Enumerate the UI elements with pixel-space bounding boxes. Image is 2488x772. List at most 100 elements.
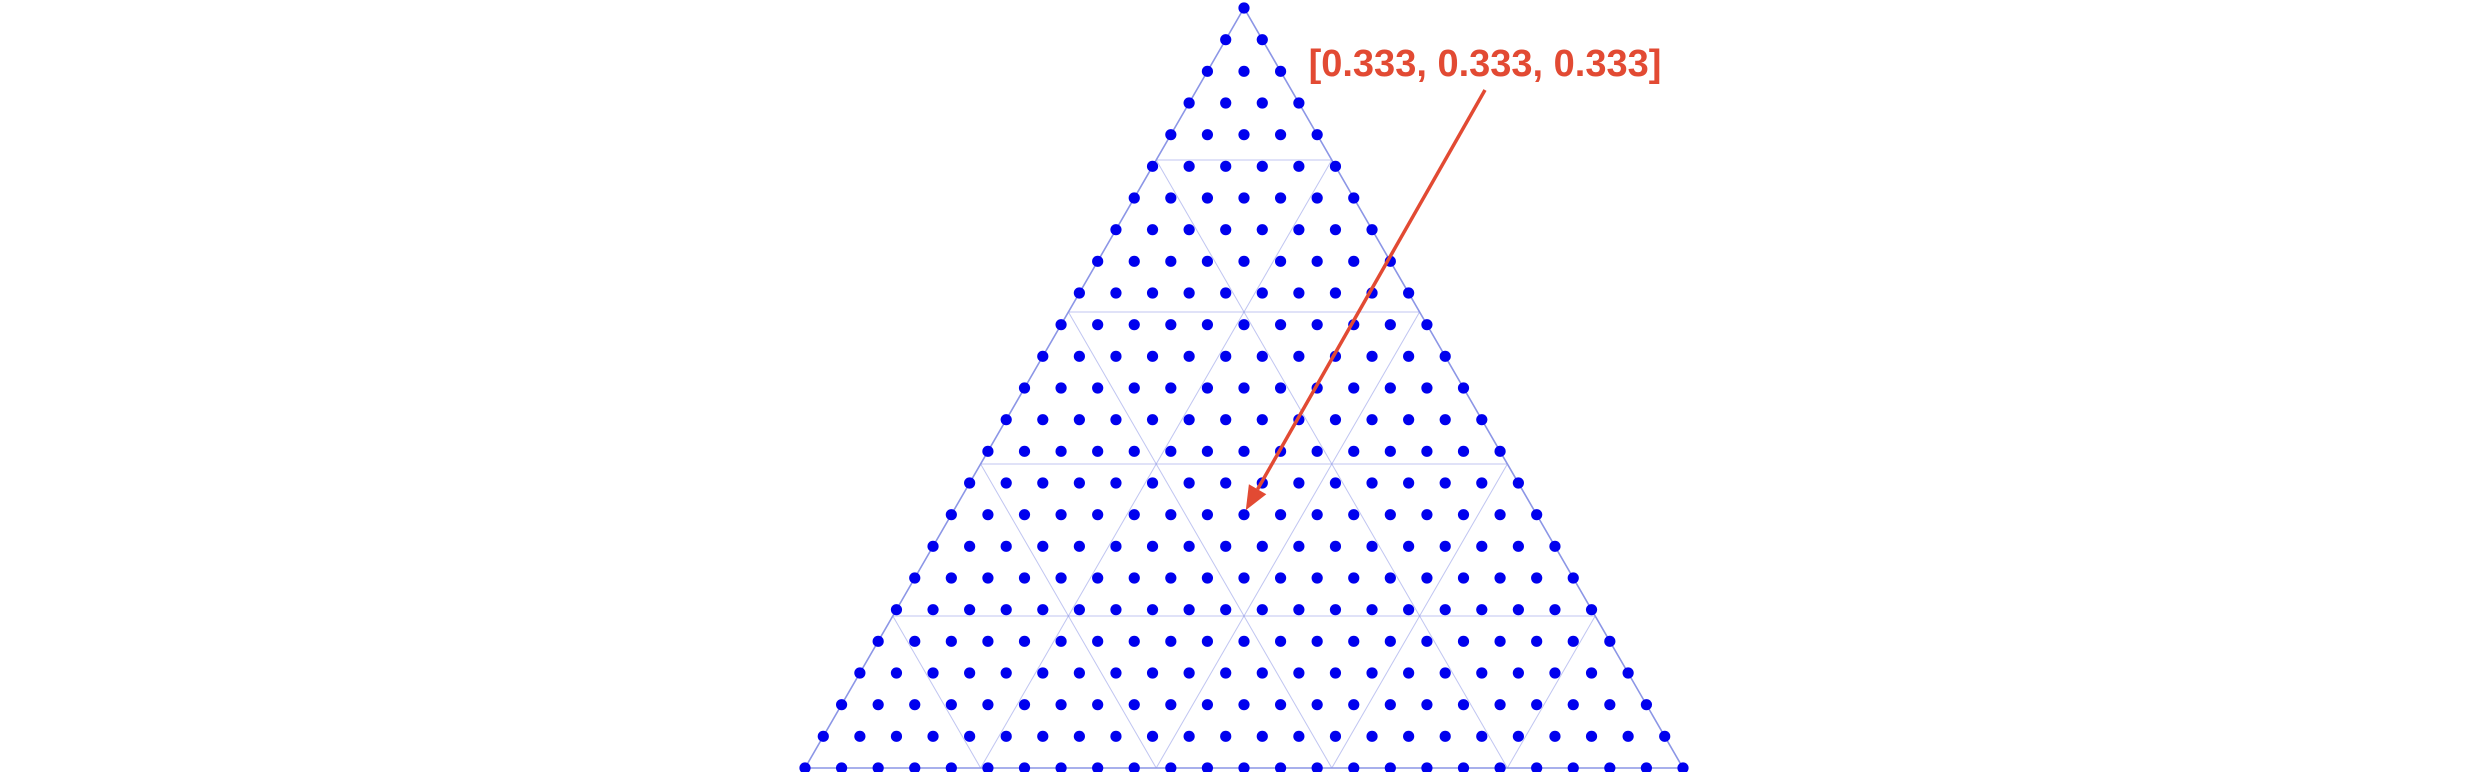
- lattice-point: [1018, 382, 1031, 394]
- lattice-point: [1274, 762, 1287, 772]
- lattice-point: [1055, 509, 1067, 521]
- lattice-point: [1311, 445, 1323, 457]
- lattice-point: [1092, 255, 1104, 267]
- lattice-point: [1384, 382, 1396, 394]
- lattice-point: [1439, 414, 1451, 426]
- lattice-point: [1512, 667, 1524, 679]
- lattice-point: [1092, 635, 1104, 647]
- lattice-point: [1366, 667, 1378, 679]
- lattice-point: [1329, 730, 1342, 742]
- lattice-point: [1000, 730, 1012, 742]
- lattice-point: [1037, 730, 1049, 742]
- lattice-point: [1403, 350, 1415, 362]
- lattice-point: [1366, 224, 1378, 236]
- lattice-point: [1128, 319, 1140, 331]
- lattice-point: [1348, 382, 1360, 394]
- lattice-point: [1348, 572, 1360, 584]
- lattice-point: [1201, 65, 1214, 77]
- lattice-point: [1274, 129, 1287, 141]
- lattice-point: [1549, 730, 1561, 742]
- lattice-point: [1183, 97, 1195, 109]
- lattice-point: [1110, 350, 1122, 362]
- lattice-point: [1220, 160, 1232, 172]
- lattice-point: [1384, 572, 1396, 584]
- lattice-point: [1146, 604, 1159, 616]
- lattice-point: [1146, 540, 1159, 552]
- lattice-point: [1110, 287, 1122, 299]
- lattice-point: [1274, 192, 1287, 204]
- lattice-point: [1146, 350, 1159, 362]
- lattice-point: [1329, 160, 1342, 172]
- lattice-point: [1201, 192, 1214, 204]
- lattice-point: [1256, 34, 1268, 46]
- lattice-point: [1183, 414, 1195, 426]
- lattice-point: [1000, 477, 1012, 489]
- lattice-point: [1293, 224, 1305, 236]
- lattice-point: [1677, 762, 1689, 772]
- lattice-point: [1055, 635, 1067, 647]
- lattice-point: [1037, 350, 1049, 362]
- lattice-point: [1201, 635, 1214, 647]
- lattice-point: [1165, 192, 1177, 204]
- lattice-point: [1146, 730, 1159, 742]
- lattice-point: [1238, 319, 1250, 331]
- lattice-points: [799, 2, 1689, 772]
- lattice-point: [1293, 97, 1305, 109]
- lattice-point: [1348, 192, 1360, 204]
- lattice-point: [1183, 477, 1195, 489]
- lattice-point: [1457, 699, 1470, 711]
- lattice-point: [1128, 699, 1140, 711]
- lattice-point: [1329, 477, 1342, 489]
- lattice-point: [1165, 572, 1177, 584]
- lattice-point: [1183, 730, 1195, 742]
- grid-line-b: [892, 615, 982, 769]
- lattice-point: [1329, 604, 1342, 616]
- lattice-point: [1073, 730, 1085, 742]
- lattice-point: [927, 667, 939, 679]
- lattice-point: [1256, 667, 1268, 679]
- lattice-point: [1567, 699, 1579, 711]
- lattice-point: [1201, 699, 1214, 711]
- lattice-point: [1640, 699, 1653, 711]
- lattice-point: [1073, 604, 1085, 616]
- lattice-point: [1018, 699, 1031, 711]
- lattice-point: [1146, 477, 1159, 489]
- lattice-point: [1476, 540, 1488, 552]
- lattice-point: [1165, 445, 1177, 457]
- lattice-point: [1439, 350, 1451, 362]
- lattice-point: [1110, 414, 1122, 426]
- lattice-point: [927, 730, 939, 742]
- lattice-point: [1293, 730, 1305, 742]
- lattice-point: [1092, 572, 1104, 584]
- lattice-point: [1567, 572, 1579, 584]
- lattice-point: [1220, 540, 1232, 552]
- lattice-point: [1092, 699, 1104, 711]
- lattice-point: [1128, 635, 1140, 647]
- lattice-point: [1238, 192, 1250, 204]
- lattice-point: [1018, 635, 1031, 647]
- lattice-point: [945, 699, 957, 711]
- lattice-point: [1348, 699, 1360, 711]
- lattice-point: [1073, 287, 1085, 299]
- lattice-point: [1274, 319, 1287, 331]
- lattice-point: [1512, 540, 1524, 552]
- lattice-point: [1238, 129, 1250, 141]
- lattice-point: [1183, 604, 1195, 616]
- lattice-point: [1220, 477, 1232, 489]
- grid-line-c: [1331, 463, 1508, 769]
- lattice-point: [1146, 667, 1159, 679]
- lattice-point: [927, 540, 939, 552]
- lattice-point: [1384, 762, 1396, 772]
- lattice-point: [1018, 509, 1031, 521]
- lattice-point: [1183, 667, 1195, 679]
- lattice-point: [1439, 604, 1451, 616]
- lattice-point: [982, 762, 994, 772]
- lattice-point: [1622, 667, 1634, 679]
- lattice-point: [1311, 255, 1323, 267]
- lattice-point: [1037, 667, 1049, 679]
- lattice-point: [1311, 129, 1323, 141]
- lattice-point: [982, 635, 994, 647]
- lattice-point: [1476, 730, 1488, 742]
- lattice-point: [1494, 572, 1506, 584]
- lattice-point: [1128, 762, 1140, 772]
